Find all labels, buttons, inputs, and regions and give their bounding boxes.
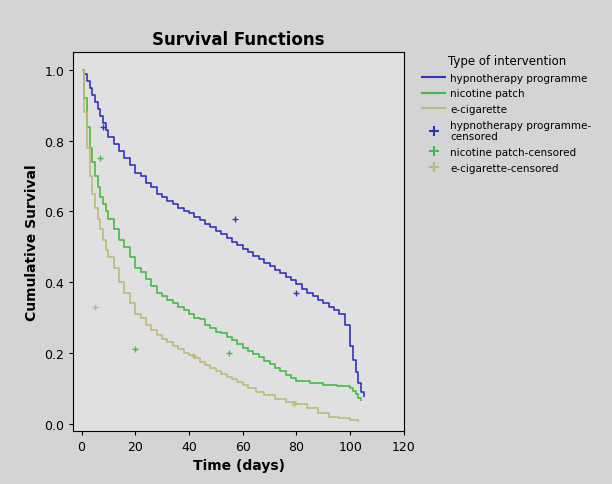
- X-axis label: Time (days): Time (days): [193, 458, 285, 472]
- Legend: hypnotherapy programme, nicotine patch, e-cigarette, hypnotherapy programme-
cen: hypnotherapy programme, nicotine patch, …: [422, 55, 592, 173]
- Y-axis label: Cumulative Survival: Cumulative Survival: [25, 164, 39, 320]
- Title: Survival Functions: Survival Functions: [152, 31, 325, 49]
